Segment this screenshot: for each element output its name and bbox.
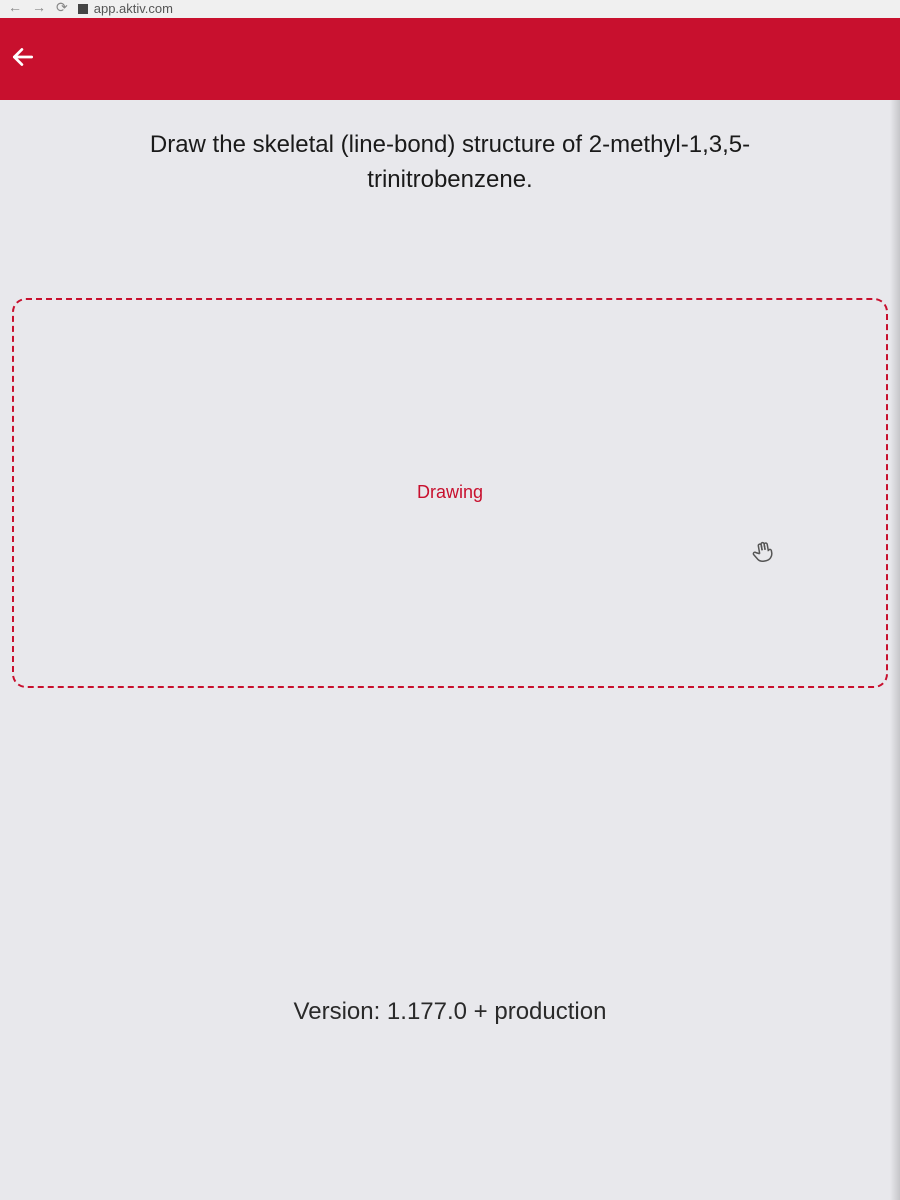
back-arrow-button[interactable]	[10, 44, 36, 75]
right-edge-shadow	[890, 100, 900, 1200]
app-header-bar	[0, 18, 900, 100]
address-text: app.aktiv.com	[94, 1, 173, 16]
browser-forward-icon[interactable]: →	[32, 0, 46, 16]
browser-reload-icon[interactable]: ⟳	[56, 0, 68, 16]
pointer-cursor-icon	[750, 538, 779, 572]
prompt-line-2: trinitrobenzene.	[367, 166, 532, 193]
prompt-line-1: Draw the skeletal (line-bond) structure …	[150, 131, 750, 158]
back-arrow-icon	[10, 44, 36, 70]
page-body: Draw the skeletal (line-bond) structure …	[0, 100, 900, 1026]
browser-chrome: ← → ⟳ app.aktiv.com	[0, 0, 900, 18]
browser-back-icon[interactable]: ←	[8, 0, 22, 16]
browser-address: app.aktiv.com	[78, 1, 173, 16]
browser-nav-arrows: ← → ⟳	[8, 0, 68, 16]
hand-pointer-icon	[750, 538, 778, 566]
drawing-label: Drawing	[417, 482, 483, 503]
version-text: Version: 1.177.0 + production	[12, 998, 888, 1026]
drawing-dropzone[interactable]: Drawing	[12, 298, 888, 688]
question-prompt: Draw the skeletal (line-bond) structure …	[12, 100, 888, 198]
site-identity-icon	[78, 4, 88, 14]
